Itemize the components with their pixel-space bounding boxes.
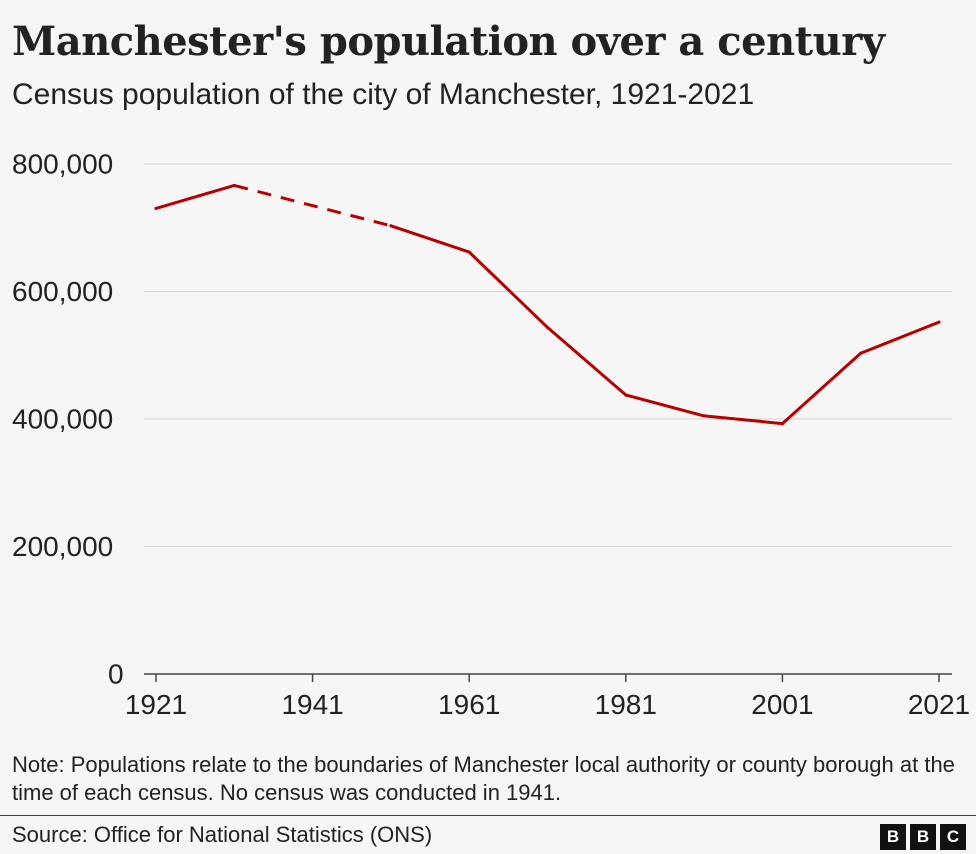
series-segment	[859, 320, 941, 355]
bbc-logo: B B C	[880, 824, 966, 850]
y-tick-label: 800,000	[12, 149, 113, 180]
data-point	[780, 422, 784, 426]
x-axis-labels: 1921 1941 1961 1981 2001 2021	[125, 689, 970, 720]
series-population	[154, 183, 941, 426]
y-axis-labels: 0 200,000 400,000 600,000 800,000	[12, 149, 124, 690]
data-point	[859, 351, 863, 355]
series-segment	[702, 414, 784, 426]
data-point	[232, 183, 236, 187]
series-segment	[154, 183, 236, 210]
grid-lines	[144, 163, 952, 547]
data-point	[624, 393, 628, 397]
y-tick-label: 600,000	[12, 276, 113, 307]
series-segment	[389, 224, 471, 254]
bbc-logo-letter: B	[910, 824, 936, 850]
data-point	[389, 224, 393, 228]
series-segment	[780, 351, 863, 426]
series-segment	[546, 325, 628, 397]
series-segment	[467, 250, 549, 329]
y-tick-label: 200,000	[12, 531, 113, 562]
bbc-logo-letter: C	[940, 824, 966, 850]
data-point	[702, 414, 706, 418]
chart-subtitle: Census population of the city of Manches…	[12, 78, 755, 111]
data-point	[467, 250, 471, 254]
y-tick-label: 400,000	[12, 404, 113, 435]
source-text: Source: Office for National Statistics (…	[12, 822, 433, 847]
series-segment	[624, 393, 706, 418]
x-tick-label: 1921	[125, 689, 187, 720]
chart-title: Manchester's population over a century	[12, 18, 885, 65]
y-tick-label: 0	[108, 659, 124, 690]
data-point	[154, 206, 158, 210]
x-tick-label: 1961	[438, 689, 500, 720]
x-tick-label: 2021	[908, 689, 970, 720]
data-point	[546, 325, 549, 329]
x-axis	[144, 673, 952, 682]
bbc-logo-letter: B	[880, 824, 906, 850]
x-tick-label: 2001	[751, 689, 813, 720]
x-tick-label: 1981	[595, 689, 657, 720]
data-point	[937, 320, 941, 324]
footer-divider	[0, 815, 976, 816]
series-segment-dashed	[233, 184, 392, 228]
x-tick-label: 1941	[281, 689, 343, 720]
chart-note: Note: Populations relate to the boundari…	[12, 752, 955, 805]
